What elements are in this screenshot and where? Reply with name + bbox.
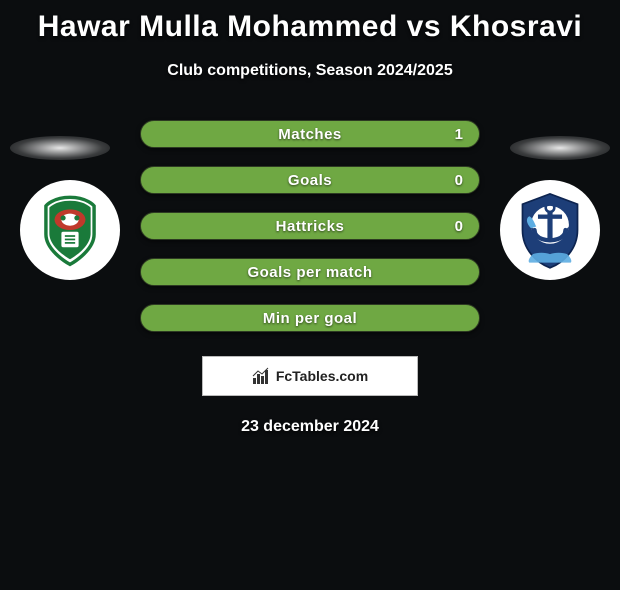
stat-value: 0 [455, 172, 463, 189]
spotlight-right [510, 136, 610, 160]
stat-row: Goals per match [140, 258, 480, 286]
team-logo-right [500, 180, 600, 280]
spotlight-left [10, 136, 110, 160]
stat-value: 1 [455, 126, 463, 143]
shield-icon [27, 187, 113, 273]
stat-row: Matches 1 [140, 120, 480, 148]
bar-chart-icon [252, 366, 272, 386]
brand-text: FcTables.com [276, 368, 368, 384]
stat-label: Hattricks [276, 218, 345, 235]
stat-label: Goals per match [247, 264, 372, 281]
stat-label: Matches [278, 126, 342, 143]
team-badge-left [20, 180, 120, 280]
stat-value: 0 [455, 218, 463, 235]
date-text: 23 december 2024 [0, 418, 620, 436]
stat-row: Hattricks 0 [140, 212, 480, 240]
brand-box[interactable]: FcTables.com [202, 356, 418, 396]
stat-label: Goals [288, 172, 332, 189]
stats-container: Matches 1 Goals 0 Hattricks 0 Goals per … [140, 120, 480, 332]
page-title: Hawar Mulla Mohammed vs Khosravi [0, 10, 620, 44]
anchor-shield-icon [507, 187, 593, 273]
stat-row: Goals 0 [140, 166, 480, 194]
team-badge-right [500, 180, 600, 280]
subtitle: Club competitions, Season 2024/2025 [0, 62, 620, 80]
stat-row: Min per goal [140, 304, 480, 332]
team-logo-left [20, 180, 120, 280]
stat-label: Min per goal [263, 310, 357, 327]
